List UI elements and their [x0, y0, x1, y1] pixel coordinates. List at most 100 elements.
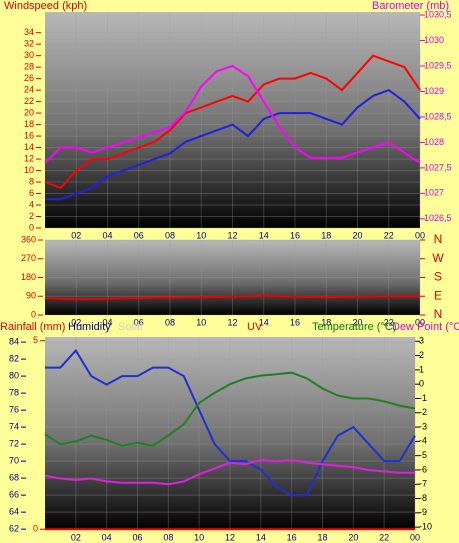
y-tick-label: 34: [24, 27, 34, 37]
x-tick-label: 00: [415, 230, 425, 240]
x-tick-label: 02: [71, 230, 81, 240]
y-tick-label: 72: [9, 439, 19, 449]
y-tick-label: 24: [24, 85, 34, 95]
y2-tick-label: -7: [419, 479, 427, 489]
y-tick-label: 20: [24, 107, 34, 117]
y-tick-label: 90: [26, 291, 36, 301]
y2-tick-label: -1: [419, 393, 427, 403]
header-label: Windspeed (kph): [4, 0, 87, 12]
y2-tick-label: -4: [419, 436, 427, 446]
y-tick-label: 66: [9, 490, 19, 500]
y-tick-label: 64: [9, 507, 19, 517]
x-tick-label: 04: [102, 532, 112, 542]
y2-tick-label: 1030,5: [424, 9, 452, 19]
x-tick-label: 02: [71, 532, 81, 542]
header-label: UV: [247, 321, 263, 333]
y2-tick-label: W: [432, 251, 444, 265]
y-tick-label: 0: [29, 222, 34, 232]
y-tick-label: 14: [24, 142, 34, 152]
y-tick-label: 8: [29, 176, 34, 186]
plot-area: [45, 12, 420, 228]
x-tick-label: 14: [259, 230, 269, 240]
y-tick-label: 82: [9, 353, 19, 363]
x-tick-label: 18: [321, 317, 331, 327]
y-tick-label: 80: [9, 370, 19, 380]
x-tick-label: 14: [259, 317, 269, 327]
y2-tick-label: N: [434, 232, 443, 246]
y2-tick-label: 1: [419, 364, 424, 374]
x-tick-label: 18: [321, 230, 331, 240]
x-tick-label: 16: [287, 532, 297, 542]
x-tick-label: 08: [163, 532, 173, 542]
x-tick-label: 22: [384, 230, 394, 240]
y-tick-label: 12: [24, 153, 34, 163]
y-tick-label: 32: [24, 39, 34, 49]
x-tick-label: 12: [227, 317, 237, 327]
x-tick-label: 20: [348, 532, 358, 542]
y-tick-label: 4: [29, 199, 34, 209]
y2-tick-label: -8: [419, 493, 427, 503]
y-tick-label: 22: [24, 96, 34, 106]
x-tick-label: 10: [196, 317, 206, 327]
y2-tick-label: 1030: [424, 35, 444, 45]
x-tick-label: 02: [71, 317, 81, 327]
y2-tick-label: 1029: [424, 86, 444, 96]
y3-tick-label: 0: [33, 524, 38, 534]
y2-tick-label: -5: [419, 450, 427, 460]
x-tick-label: 08: [165, 317, 175, 327]
x-tick-label: 06: [134, 317, 144, 327]
x-tick-label: 16: [290, 317, 300, 327]
x-tick-label: 04: [102, 317, 112, 327]
y2-tick-label: 1028,5: [424, 111, 452, 121]
y-tick-label: 30: [24, 50, 34, 60]
plot-area: [45, 240, 420, 315]
series-line: [44, 54, 421, 189]
x-tick-label: 00: [410, 532, 420, 542]
y-tick-label: 28: [24, 62, 34, 72]
y-tick-label: 18: [24, 119, 34, 129]
x-tick-label: 22: [384, 317, 394, 327]
y3-tick-label: 5: [33, 335, 38, 345]
series-line: [44, 371, 416, 447]
y-tick-label: 270: [21, 253, 36, 263]
header-label: Barometer (mb): [372, 0, 449, 12]
y2-tick-label: 2: [419, 350, 424, 360]
series-line: [44, 294, 420, 301]
x-tick-label: 14: [256, 532, 266, 542]
y-tick-label: 70: [9, 456, 19, 466]
header-label: Dew Point (°C): [392, 321, 459, 333]
series-line: [44, 458, 415, 486]
x-tick-label: 10: [194, 532, 204, 542]
y-tick-label: 84: [9, 336, 19, 346]
x-tick-label: 00: [415, 317, 425, 327]
y2-tick-label: 1027: [424, 188, 444, 198]
x-tick-label: 12: [227, 230, 237, 240]
y2-tick-label: -3: [419, 421, 427, 431]
y2-tick-label: 1026,5: [424, 213, 452, 223]
x-tick-label: 06: [132, 532, 142, 542]
y2-tick-label: 3: [419, 336, 424, 346]
x-tick-label: 12: [225, 532, 235, 542]
x-tick-label: 20: [352, 230, 362, 240]
y2-tick-label: N: [434, 307, 443, 321]
y2-tick-label: 0: [419, 379, 424, 389]
y2-tick-label: -10: [419, 522, 432, 532]
x-tick-label: 16: [290, 230, 300, 240]
x-tick-label: 10: [196, 230, 206, 240]
y-tick-label: 360: [21, 234, 36, 244]
y-tick-label: 62: [9, 524, 19, 534]
y-tick-label: 74: [9, 421, 19, 431]
series-line: [45, 348, 416, 497]
series-line: [45, 88, 421, 201]
y-tick-label: 26: [24, 73, 34, 83]
x-tick-label: 08: [165, 230, 175, 240]
y-tick-label: 76: [9, 404, 19, 414]
y2-tick-label: E: [434, 288, 442, 302]
x-tick-label: 06: [134, 230, 144, 240]
y-tick-label: 68: [9, 473, 19, 483]
y2-tick-label: S: [434, 270, 442, 284]
series-line: [44, 64, 421, 164]
y-tick-label: 10: [24, 165, 34, 175]
y2-tick-label: -2: [419, 407, 427, 417]
